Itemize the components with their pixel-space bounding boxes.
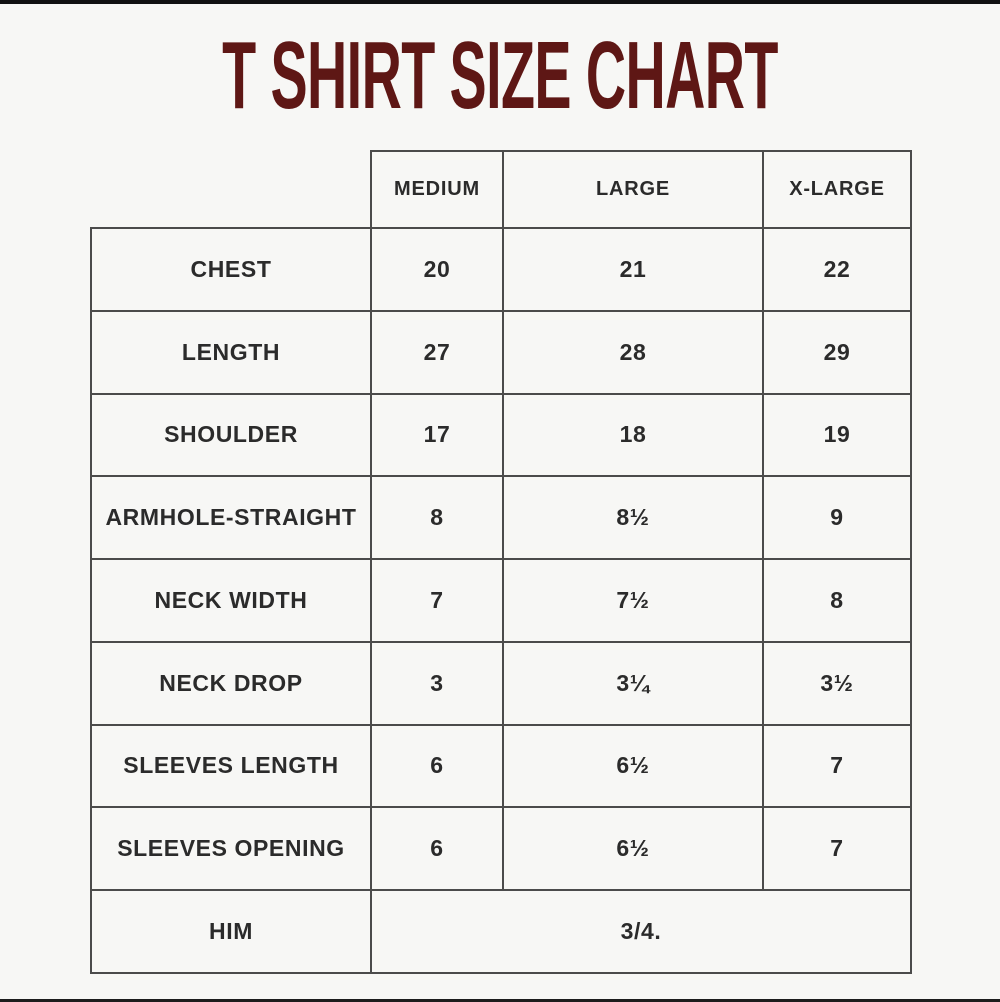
row-label: SLEEVES LENGTH xyxy=(90,723,372,809)
column-header-medium: MEDIUM xyxy=(370,150,504,229)
column-header-large: LARGE xyxy=(502,150,764,229)
cell-medium: 6 xyxy=(370,806,504,892)
row-label: ARMHOLE-STRAIGHT xyxy=(90,475,372,561)
page-title: T SHIRT SIZE CHART xyxy=(222,22,778,129)
cell-large: 28 xyxy=(502,309,764,395)
table-row-sleeves-opening: SLEEVES OPENING 6 6½ 7 xyxy=(90,806,912,892)
cell-medium: 3 xyxy=(370,640,504,726)
table-row-sleeves-length: SLEEVES LENGTH 6 6½ 7 xyxy=(90,723,912,809)
table-header-row: MEDIUM LARGE X-LARGE xyxy=(91,150,912,229)
cell-xlarge: 7 xyxy=(762,723,912,809)
bottom-edge-strip xyxy=(0,999,1000,1002)
cell-medium: 17 xyxy=(370,392,504,478)
page-title-wrap: T SHIRT SIZE CHART xyxy=(0,28,1000,124)
cell-large: 6½ xyxy=(502,723,764,809)
row-label: LENGTH xyxy=(90,309,372,395)
cell-xlarge: 3½ xyxy=(762,640,912,726)
table-row-neck-drop: NECK DROP 3 3¼ 3½ xyxy=(90,640,912,726)
cell-xlarge: 7 xyxy=(762,806,912,892)
cell-large: 18 xyxy=(502,392,764,478)
row-label: SHOULDER xyxy=(90,392,372,478)
row-label: NECK WIDTH xyxy=(90,558,372,643)
cell-large: 3¼ xyxy=(502,640,764,726)
row-label: NECK DROP xyxy=(90,640,372,726)
cell-xlarge: 22 xyxy=(762,227,912,312)
cell-large: 8½ xyxy=(502,475,764,561)
table-row-neck-width: NECK WIDTH 7 7½ 8 xyxy=(90,558,912,643)
cell-xlarge: 29 xyxy=(762,309,912,395)
cell-medium: 8 xyxy=(370,475,504,561)
table-row-armhole-straight: ARMHOLE-STRAIGHT 8 8½ 9 xyxy=(90,475,912,561)
cell-medium: 6 xyxy=(370,723,504,809)
cell-xlarge: 8 xyxy=(762,558,912,643)
row-label: CHEST xyxy=(90,227,372,312)
cell-medium: 7 xyxy=(370,558,504,643)
top-edge-strip xyxy=(0,0,1000,4)
table-row-chest: CHEST 20 21 22 xyxy=(90,227,912,312)
table-row-him: HIM 3/4. xyxy=(90,889,912,974)
cell-medium: 20 xyxy=(370,227,504,312)
cell-xlarge: 9 xyxy=(762,475,912,561)
cell-xlarge: 19 xyxy=(762,392,912,478)
row-label: SLEEVES OPENING xyxy=(90,806,372,892)
column-header-xlarge: X-LARGE xyxy=(762,150,912,229)
cell-medium: 27 xyxy=(370,309,504,395)
size-chart-table: MEDIUM LARGE X-LARGE CHEST 20 21 22 LENG… xyxy=(90,150,912,974)
cell-large: 6½ xyxy=(502,806,764,892)
cell-large: 21 xyxy=(502,227,764,312)
cell-large: 7½ xyxy=(502,558,764,643)
row-label: HIM xyxy=(90,889,372,974)
corner-empty-cell xyxy=(91,151,371,228)
table-row-length: LENGTH 27 28 29 xyxy=(90,309,912,395)
cell-him-merged: 3/4. xyxy=(370,889,912,974)
table-row-shoulder: SHOULDER 17 18 19 xyxy=(90,392,912,478)
